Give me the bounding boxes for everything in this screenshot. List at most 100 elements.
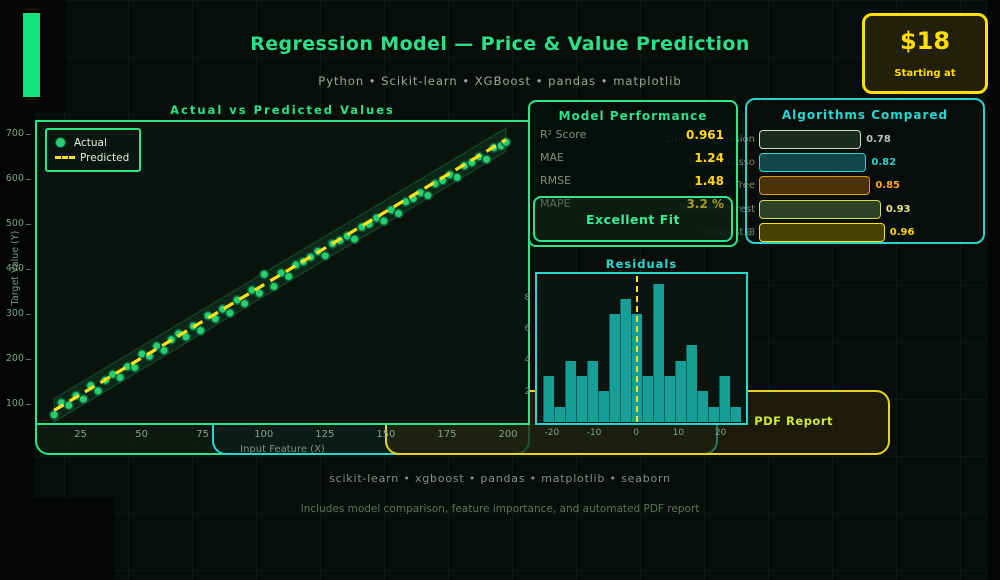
- data-point: [224, 307, 236, 319]
- metric-label: RMSE: [540, 174, 572, 187]
- x-tick-label: 20: [714, 428, 727, 438]
- performance-title: Model Performance: [558, 109, 708, 123]
- residuals-chart: [535, 272, 748, 425]
- footer-tools: scikit-learn • xgboost • pandas • matplo…: [329, 472, 671, 485]
- metric-label: R² Score: [540, 128, 587, 141]
- histogram-bar: [587, 360, 598, 422]
- x-tick-label: 125: [315, 429, 335, 440]
- legend-row-predicted: Predicted: [55, 150, 129, 165]
- excellent-fit-label: Excellent Fit: [585, 211, 681, 227]
- algo-bar: [759, 222, 885, 242]
- algo-row: Linear Regression0.78: [666, 128, 983, 151]
- algo-bar: [759, 153, 867, 173]
- x-tick-label: 175: [437, 429, 457, 440]
- page-subtitle: Python • Scikit-learn • XGBoost • pandas…: [318, 74, 682, 88]
- algorithms-panel: Algorithms Compared Linear Regression0.7…: [666, 98, 985, 244]
- data-point: [92, 385, 104, 397]
- histogram-bar: [653, 283, 664, 422]
- zero-line: [636, 276, 639, 422]
- histogram-bar: [620, 299, 631, 422]
- x-tick-label: 100: [254, 429, 274, 440]
- right-edge-block: [988, 0, 1000, 580]
- price-badge: $18 Starting at: [862, 13, 988, 94]
- scatter-x-axis-title: Input Feature (X): [240, 444, 325, 455]
- algo-value: 0.96: [889, 226, 915, 238]
- price-caption: Starting at: [894, 68, 956, 79]
- metric-row-mape: MAPE 3.2 %: [530, 192, 736, 215]
- bottom-left-block: [0, 498, 114, 580]
- histogram-bar: [697, 391, 708, 422]
- scatter-x-axis: 25 50 75 100 125 150 175 200: [37, 429, 528, 442]
- algo-bar: [759, 176, 871, 196]
- y-tick-label: 8: [524, 292, 530, 303]
- y-tick-label: 200: [5, 353, 32, 365]
- metric-value: 1.48: [694, 173, 724, 188]
- y-tick-label: 6: [524, 323, 530, 334]
- data-point: [393, 208, 404, 219]
- metric-value: 1.24: [694, 150, 724, 165]
- data-point: [158, 345, 170, 356]
- histogram-bar: [730, 406, 741, 422]
- residuals-x-axis: -20 -10 0 10 20: [535, 428, 748, 440]
- scatter-plot: [48, 126, 512, 423]
- page-title: Regression Model — Price & Value Predict…: [250, 33, 750, 55]
- x-tick-label: -10: [586, 428, 602, 438]
- excellent-fit-badge: Excellent Fit: [533, 196, 733, 242]
- data-point: [259, 269, 270, 280]
- y-tick-label: 4: [524, 355, 530, 366]
- scatter-title: Actual vs Predicted Values: [170, 103, 395, 117]
- scatter-y-axis: 100 200 300 400 500 600 700: [0, 122, 32, 419]
- algo-bar: [759, 199, 881, 219]
- residuals-y-axis: 2 4 6 8: [512, 274, 532, 423]
- residuals-title: Residuals: [605, 257, 678, 271]
- metric-row-mae: MAE 1.24: [530, 146, 736, 169]
- x-tick-label: -20: [544, 428, 560, 438]
- y-tick-label: 2: [524, 386, 530, 397]
- x-tick-label: 200: [498, 429, 518, 440]
- histogram-bar: [543, 375, 554, 422]
- data-point: [481, 154, 492, 165]
- histogram-bar: [576, 375, 587, 422]
- data-point: [195, 325, 206, 336]
- y-tick-label: 300: [5, 308, 32, 320]
- metric-row-r2: R² Score 0.961: [530, 123, 736, 146]
- y-tick-label: 100: [5, 398, 32, 410]
- metric-value: 0.961: [686, 127, 724, 142]
- algo-value: 0.85: [875, 180, 901, 192]
- algo-value: 0.78: [866, 134, 891, 146]
- legend-actual-dot-icon: [55, 137, 66, 148]
- histogram-bar: [565, 360, 576, 422]
- data-point: [114, 372, 126, 383]
- y-tick-label: 600: [5, 172, 32, 184]
- data-point: [422, 190, 433, 201]
- metric-label: MAPE: [540, 197, 571, 210]
- legend: Actual Predicted: [45, 128, 142, 172]
- data-point: [78, 394, 89, 405]
- pdf-report-label: PDF Report: [754, 414, 833, 428]
- data-point: [48, 409, 60, 420]
- accent-bar: [23, 13, 40, 97]
- histogram-bar: [686, 345, 697, 422]
- data-point: [378, 216, 389, 227]
- histogram-bar: [708, 406, 719, 422]
- scatter-y-axis-title: Target Value (Y): [10, 230, 21, 306]
- data-point: [349, 234, 360, 245]
- footer-description: Includes model comparison, feature impor…: [300, 503, 700, 515]
- price-amount: $18: [899, 27, 951, 55]
- x-tick-label: 10: [672, 428, 685, 438]
- data-point: [283, 271, 294, 282]
- histogram-bar: [642, 375, 653, 422]
- x-tick-label: 0: [633, 428, 640, 438]
- data-point: [63, 400, 74, 411]
- x-tick-label: 50: [135, 429, 148, 440]
- model-performance-panel: Model Performance R² Score 0.961 MAE 1.2…: [528, 100, 738, 247]
- x-tick-label: 75: [196, 429, 210, 440]
- legend-predicted-dash-icon: [55, 156, 75, 159]
- histogram-bar: [675, 360, 686, 422]
- predicted-line: [53, 138, 507, 412]
- histogram-bar: [719, 375, 730, 422]
- algo-value: 0.82: [871, 157, 897, 169]
- algo-bar: [759, 130, 862, 150]
